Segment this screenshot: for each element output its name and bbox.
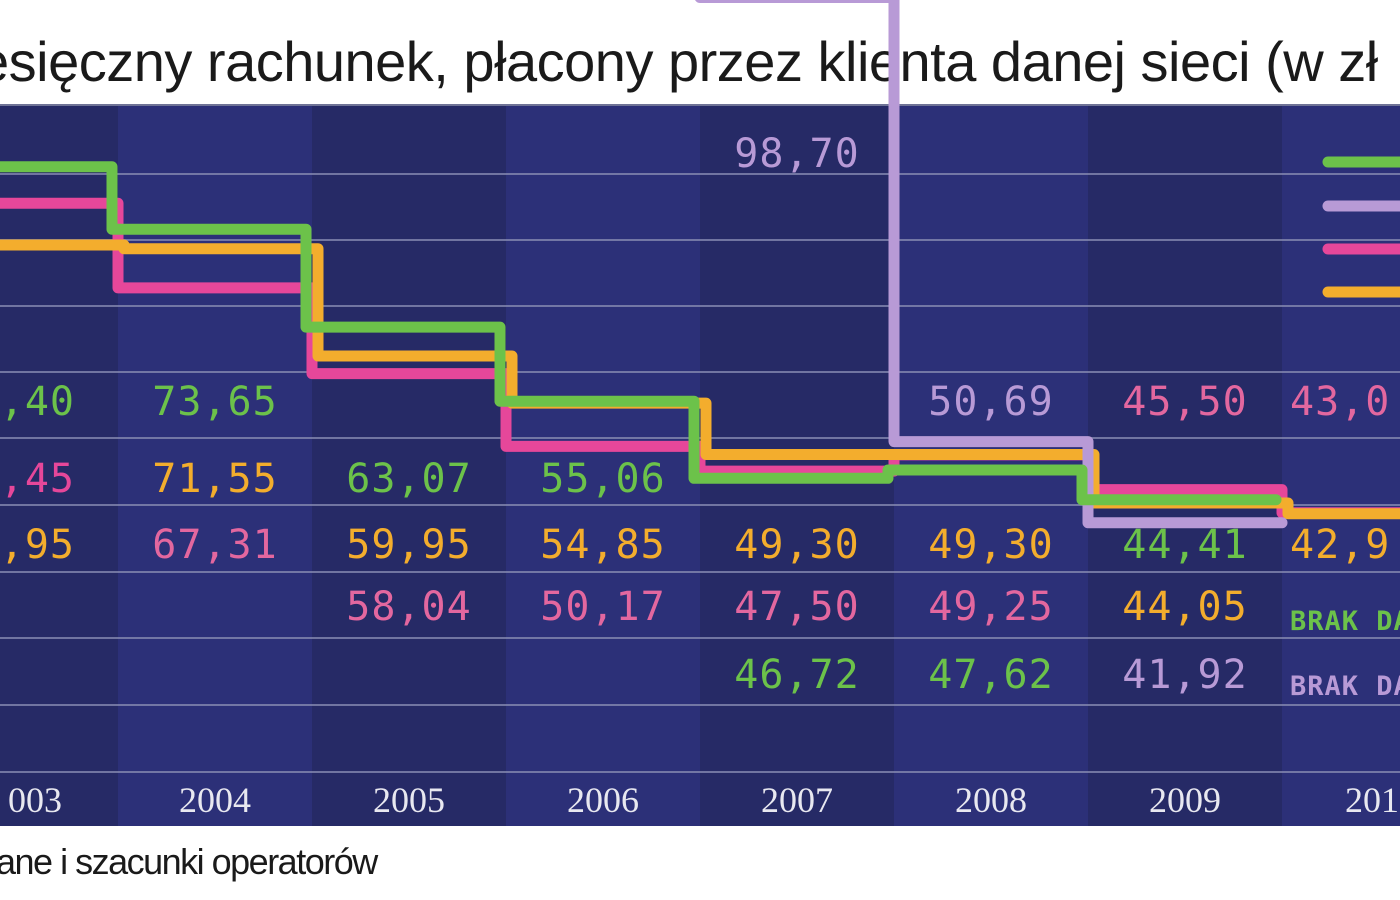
value-label: 46,72 xyxy=(734,652,859,698)
grid-lines xyxy=(0,173,1400,773)
column-band xyxy=(1088,106,1282,826)
value-label: 42,9 xyxy=(1290,522,1390,568)
x-tick-label: 2004 xyxy=(179,780,251,820)
value-label: 41,92 xyxy=(1122,652,1247,698)
series-line-lavender xyxy=(695,0,1288,529)
value-label: 98,70 xyxy=(734,131,859,177)
value-label: 73,65 xyxy=(152,379,277,425)
value-label: 43,0 xyxy=(1290,379,1390,425)
legend xyxy=(1322,156,1400,298)
value-label: 71,55 xyxy=(152,456,277,502)
value-label: 44,05 xyxy=(1122,584,1247,630)
source-note: ane i szacunki operatorów xyxy=(0,841,378,882)
series-line-magenta xyxy=(0,197,1400,519)
value-label: ,45 xyxy=(0,456,75,502)
value-label: 49,30 xyxy=(734,522,859,568)
x-tick-label: 2006 xyxy=(567,780,639,820)
value-label: 45,50 xyxy=(1122,379,1247,425)
column-band xyxy=(1282,106,1400,826)
value-label: BRAK DA xyxy=(1290,606,1400,637)
value-label: 59,95 xyxy=(346,522,471,568)
value-label: 47,62 xyxy=(928,652,1053,698)
x-tick-label: 201 xyxy=(1345,780,1399,820)
x-tick-label: 003 xyxy=(8,780,62,820)
x-tick-label: 2008 xyxy=(955,780,1027,820)
x-tick-label: 2007 xyxy=(761,780,833,820)
x-axis-labels: 003 2004 2005 2006 2007 2008 2009 201 xyxy=(8,780,1399,820)
value-label: 54,85 xyxy=(540,522,665,568)
value-label: 49,25 xyxy=(928,584,1053,630)
value-labels: ,40 ,45 ,95 73,65 71,55 67,31 63,07 59,95 58,04 5… xyxy=(0,131,1400,702)
value-label: BRAK DA xyxy=(1290,671,1400,702)
value-label: 58,04 xyxy=(346,584,471,630)
x-tick-label: 2005 xyxy=(373,780,445,820)
value-label: 67,31 xyxy=(152,522,277,568)
value-label: 44,41 xyxy=(1122,522,1247,568)
value-label: 50,17 xyxy=(540,584,665,630)
value-label: ,40 xyxy=(0,379,75,425)
x-tick-label: 2009 xyxy=(1149,780,1221,820)
series-line-green xyxy=(0,161,1282,506)
value-label: 63,07 xyxy=(346,456,471,502)
value-label: 55,06 xyxy=(540,456,665,502)
value-label: 50,69 xyxy=(928,379,1053,425)
chart-title: esięczny rachunek, płacony przez klienta… xyxy=(0,30,1378,93)
value-label: 49,30 xyxy=(928,522,1053,568)
series-lines xyxy=(0,0,1400,529)
value-label: 47,50 xyxy=(734,584,859,630)
plot-top-border xyxy=(0,104,1400,107)
value-label: ,95 xyxy=(0,522,75,568)
